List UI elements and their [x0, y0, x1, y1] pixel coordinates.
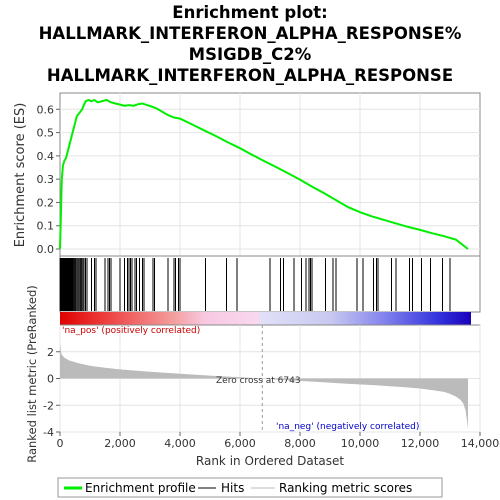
- pos-correlated-label: 'na_pos' (positively correlated): [62, 326, 200, 336]
- enrichment-profile-line: [59, 98, 469, 250]
- x-tick-label: 6,000: [224, 437, 256, 450]
- ranking-y-tick-label: 0: [47, 373, 54, 386]
- es-tick-label: 0.2: [37, 196, 55, 209]
- x-tick-label: 0: [57, 437, 64, 450]
- ranking-y-axis-label: Ranked list metric (PreRanked): [25, 285, 39, 463]
- title-line-4: HALLMARK_INTERFERON_ALPHA_RESPONSE: [47, 66, 453, 85]
- x-tick-label: 2,000: [104, 437, 136, 450]
- ranking-y-tick-label: 2: [47, 346, 54, 359]
- x-tick-label: 8,000: [284, 437, 316, 450]
- es-tick-label: 0.4: [37, 150, 55, 163]
- zero-cross-label: Zero cross at 6743: [216, 376, 301, 386]
- x-tick-label: 4,000: [164, 437, 196, 450]
- legend-enrichment-label: Enrichment profile: [85, 481, 196, 495]
- x-tick-label: 10,000: [341, 437, 380, 450]
- es-tick-label: 0.5: [37, 127, 55, 140]
- legend-box: [57, 477, 443, 498]
- es-tick-label: 0.0: [37, 243, 55, 256]
- ranking-heat-bar: [60, 312, 471, 325]
- es-tick-label: 0.3: [37, 173, 55, 186]
- ranking-y-tick-label: -4: [43, 426, 54, 439]
- legend: Enrichment profile Hits Ranking metric s…: [57, 477, 443, 498]
- hits-panel: [59, 255, 481, 313]
- es-y-axis-label: Enrichment score (ES): [13, 103, 28, 248]
- x-tick-label: 12,000: [401, 437, 440, 450]
- es-plot-area: [59, 92, 481, 257]
- es-panel: 0.0 0.1 0.2 0.3 0.4 0.5 0.6 Enrichment score (…: [13, 92, 481, 257]
- chart-title: Enrichment plot: HALLMARK_INTERFERON_ALP…: [39, 3, 462, 85]
- neg-correlated-label: 'na_neg' (negatively correlated): [276, 422, 419, 432]
- legend-ranking-label: Ranking metric scores: [279, 481, 412, 495]
- es-y-ticks: 0.0 0.1 0.2 0.3 0.4 0.5 0.6: [37, 103, 60, 256]
- legend-hits-label: Hits: [221, 481, 244, 495]
- x-tick-label: 14,000: [461, 437, 500, 450]
- es-tick-label: 0.1: [37, 220, 55, 233]
- ranking-panel: 2 0 -2 -4 0 2,000 4,000 6,000 8,000 10,000 12,000…: [25, 285, 499, 468]
- ranking-x-axis-label: Rank in Ordered Dataset: [196, 454, 344, 468]
- hit-lines: [59, 258, 451, 311]
- es-gridlines: [60, 93, 480, 256]
- title-line-3: MSIGDB_C2%: [189, 45, 312, 64]
- es-tick-label: 0.6: [37, 103, 55, 116]
- ranking-y-ticks: 2 0 -2 -4: [43, 346, 60, 439]
- title-line-2: HALLMARK_INTERFERON_ALPHA_RESPONSE%: [39, 24, 462, 43]
- ranking-x-ticks: 0 2,000 4,000 6,000 8,000 10,000 12,000 14,000: [57, 432, 500, 450]
- ranking-y-tick-label: -2: [43, 399, 54, 412]
- title-line-1: Enrichment plot:: [172, 3, 327, 22]
